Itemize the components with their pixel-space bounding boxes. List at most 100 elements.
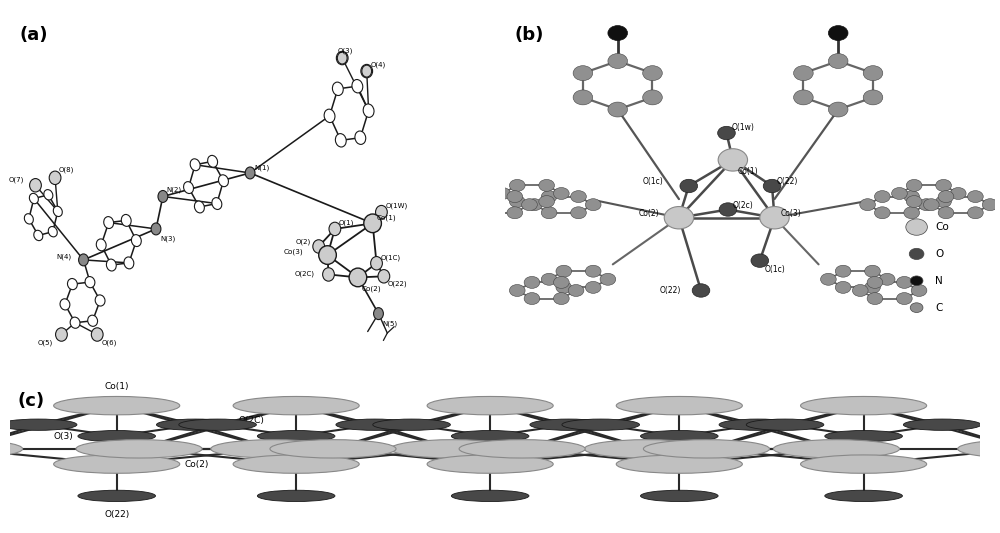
Ellipse shape [29,193,38,204]
Ellipse shape [355,131,366,144]
Ellipse shape [194,201,204,213]
Circle shape [763,179,781,193]
Text: O(2): O(2) [295,238,310,245]
Ellipse shape [151,223,161,235]
Circle shape [522,199,537,211]
Circle shape [950,188,966,199]
Circle shape [257,431,335,442]
Ellipse shape [329,222,341,236]
Circle shape [919,199,934,211]
Ellipse shape [371,256,382,270]
Text: C: C [935,303,943,313]
Circle shape [828,26,848,41]
Ellipse shape [34,230,43,240]
Circle shape [554,277,569,288]
Circle shape [211,440,337,458]
Ellipse shape [91,328,103,341]
Ellipse shape [49,171,61,184]
Ellipse shape [337,52,347,64]
Ellipse shape [70,317,80,328]
Text: Co(1): Co(1) [377,215,396,221]
Ellipse shape [361,64,373,78]
Text: Co(3): Co(3) [780,209,801,218]
Circle shape [509,196,525,207]
Circle shape [640,431,718,442]
Ellipse shape [319,246,336,264]
Circle shape [233,455,359,473]
Circle shape [773,440,899,458]
Circle shape [828,102,848,117]
Circle shape [179,419,256,430]
Circle shape [585,281,601,293]
Ellipse shape [208,156,218,167]
Ellipse shape [313,240,325,253]
Circle shape [585,199,601,211]
Circle shape [692,284,710,297]
Circle shape [451,431,529,442]
Circle shape [760,207,789,229]
Circle shape [746,419,824,430]
Circle shape [835,265,851,277]
Circle shape [794,66,813,80]
Text: N(5): N(5) [382,320,398,327]
Circle shape [867,293,883,304]
Circle shape [828,53,848,68]
Text: Co(1): Co(1) [738,167,758,176]
Text: O(1C): O(1C) [380,255,401,261]
Circle shape [718,126,735,140]
Circle shape [801,455,927,473]
Ellipse shape [245,167,255,179]
Ellipse shape [184,182,194,193]
Circle shape [524,293,540,304]
Text: O(2C): O(2C) [239,416,265,425]
Circle shape [910,303,923,312]
Circle shape [541,207,557,219]
Text: Co(3): Co(3) [521,445,546,454]
Text: Co(1): Co(1) [104,382,129,391]
Circle shape [571,191,586,203]
Ellipse shape [30,179,41,192]
Circle shape [874,207,890,219]
Circle shape [478,207,493,219]
Circle shape [643,90,662,105]
Ellipse shape [323,268,334,281]
Ellipse shape [53,206,62,216]
Text: N: N [935,276,943,286]
Ellipse shape [349,268,367,287]
Circle shape [923,199,939,211]
Circle shape [451,490,529,502]
Text: Co: Co [935,222,949,232]
Text: (a): (a) [20,26,48,44]
Circle shape [903,419,981,430]
Text: O(6): O(6) [101,339,117,346]
Ellipse shape [190,159,200,171]
Circle shape [906,219,927,235]
Circle shape [233,397,359,415]
Circle shape [0,419,77,430]
Circle shape [936,180,951,191]
Text: O(7): O(7) [9,177,24,183]
Text: O(4): O(4) [371,62,386,68]
Ellipse shape [376,205,387,219]
Ellipse shape [158,190,168,203]
Circle shape [860,199,875,211]
Circle shape [911,285,927,296]
Circle shape [584,440,710,458]
Text: Co(2): Co(2) [185,459,209,469]
Circle shape [719,203,737,216]
Circle shape [463,199,479,211]
Circle shape [608,26,628,41]
Circle shape [373,419,450,430]
Ellipse shape [85,277,95,288]
Text: O(22): O(22) [777,177,798,186]
Circle shape [427,455,553,473]
Circle shape [794,90,813,105]
Circle shape [509,285,525,296]
Circle shape [78,490,156,502]
Circle shape [906,180,922,191]
Ellipse shape [378,270,390,283]
Circle shape [968,207,983,219]
Circle shape [257,490,335,502]
Circle shape [640,490,718,502]
Circle shape [495,188,510,199]
